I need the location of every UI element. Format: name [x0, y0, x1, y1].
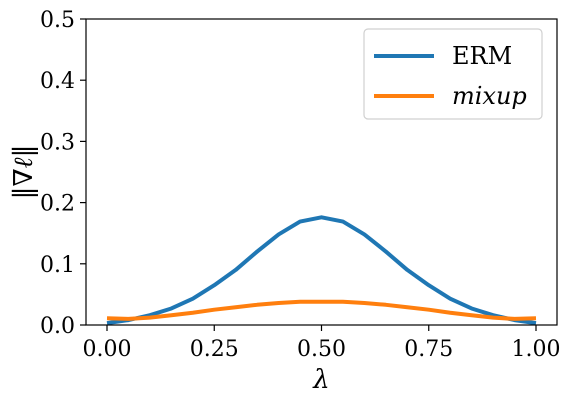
x-tick-label: 0.75 [404, 337, 453, 362]
y-tick-label: 0.3 [40, 130, 75, 155]
series-line-erm [106, 215, 537, 326]
x-tick-label: 0.50 [297, 337, 346, 362]
legend-label-mixup: mixup [452, 82, 527, 110]
y-tick-label: 0.2 [40, 192, 75, 217]
y-tick-label: 0.0 [40, 314, 75, 339]
series-layer [106, 215, 537, 326]
x-tick-label: 1.00 [512, 337, 561, 362]
y-tick-label: 0.4 [40, 69, 75, 94]
x-tick-label: 0.00 [83, 337, 132, 362]
legend: ERM mixup [363, 28, 543, 120]
x-axis-label: λ [312, 365, 329, 395]
y-tick-label: 0.5 [40, 8, 75, 33]
ticks-layer: 0.00 0.25 0.50 0.75 1.00 0.0 0.1 0.2 0.3 0.4 0.5 [40, 8, 560, 362]
y-tick-label: 0.1 [40, 253, 75, 278]
y-axis-label: ‖∇ℓ‖ [9, 145, 39, 200]
x-tick-label: 0.25 [190, 337, 239, 362]
series-line-mixup [106, 299, 537, 321]
legend-label-erm: ERM [452, 42, 512, 70]
